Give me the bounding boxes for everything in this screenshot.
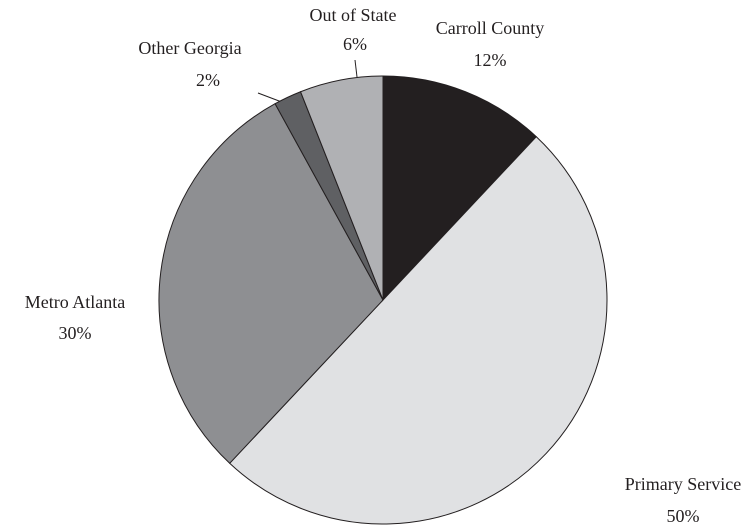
slice-value-label: 12%	[474, 50, 507, 70]
pie-slice	[228, 136, 608, 525]
slice-label: Other Georgia	[138, 38, 241, 58]
slice-label: Carroll County	[436, 18, 545, 38]
slice-value-label: 50%	[667, 506, 700, 525]
slice-label: Metro Atlanta	[25, 292, 125, 312]
pie-slice	[158, 103, 384, 464]
pie-slice	[299, 75, 384, 301]
leader-line	[354, 59, 358, 78]
slice-value-label: 2%	[196, 70, 220, 90]
pie-slice	[382, 75, 538, 302]
slice-label: Primary Service	[625, 474, 741, 494]
slice-value-label: 30%	[59, 323, 92, 343]
slice-value-label: 6%	[343, 34, 367, 54]
slice-label: Out of State	[310, 5, 397, 25]
